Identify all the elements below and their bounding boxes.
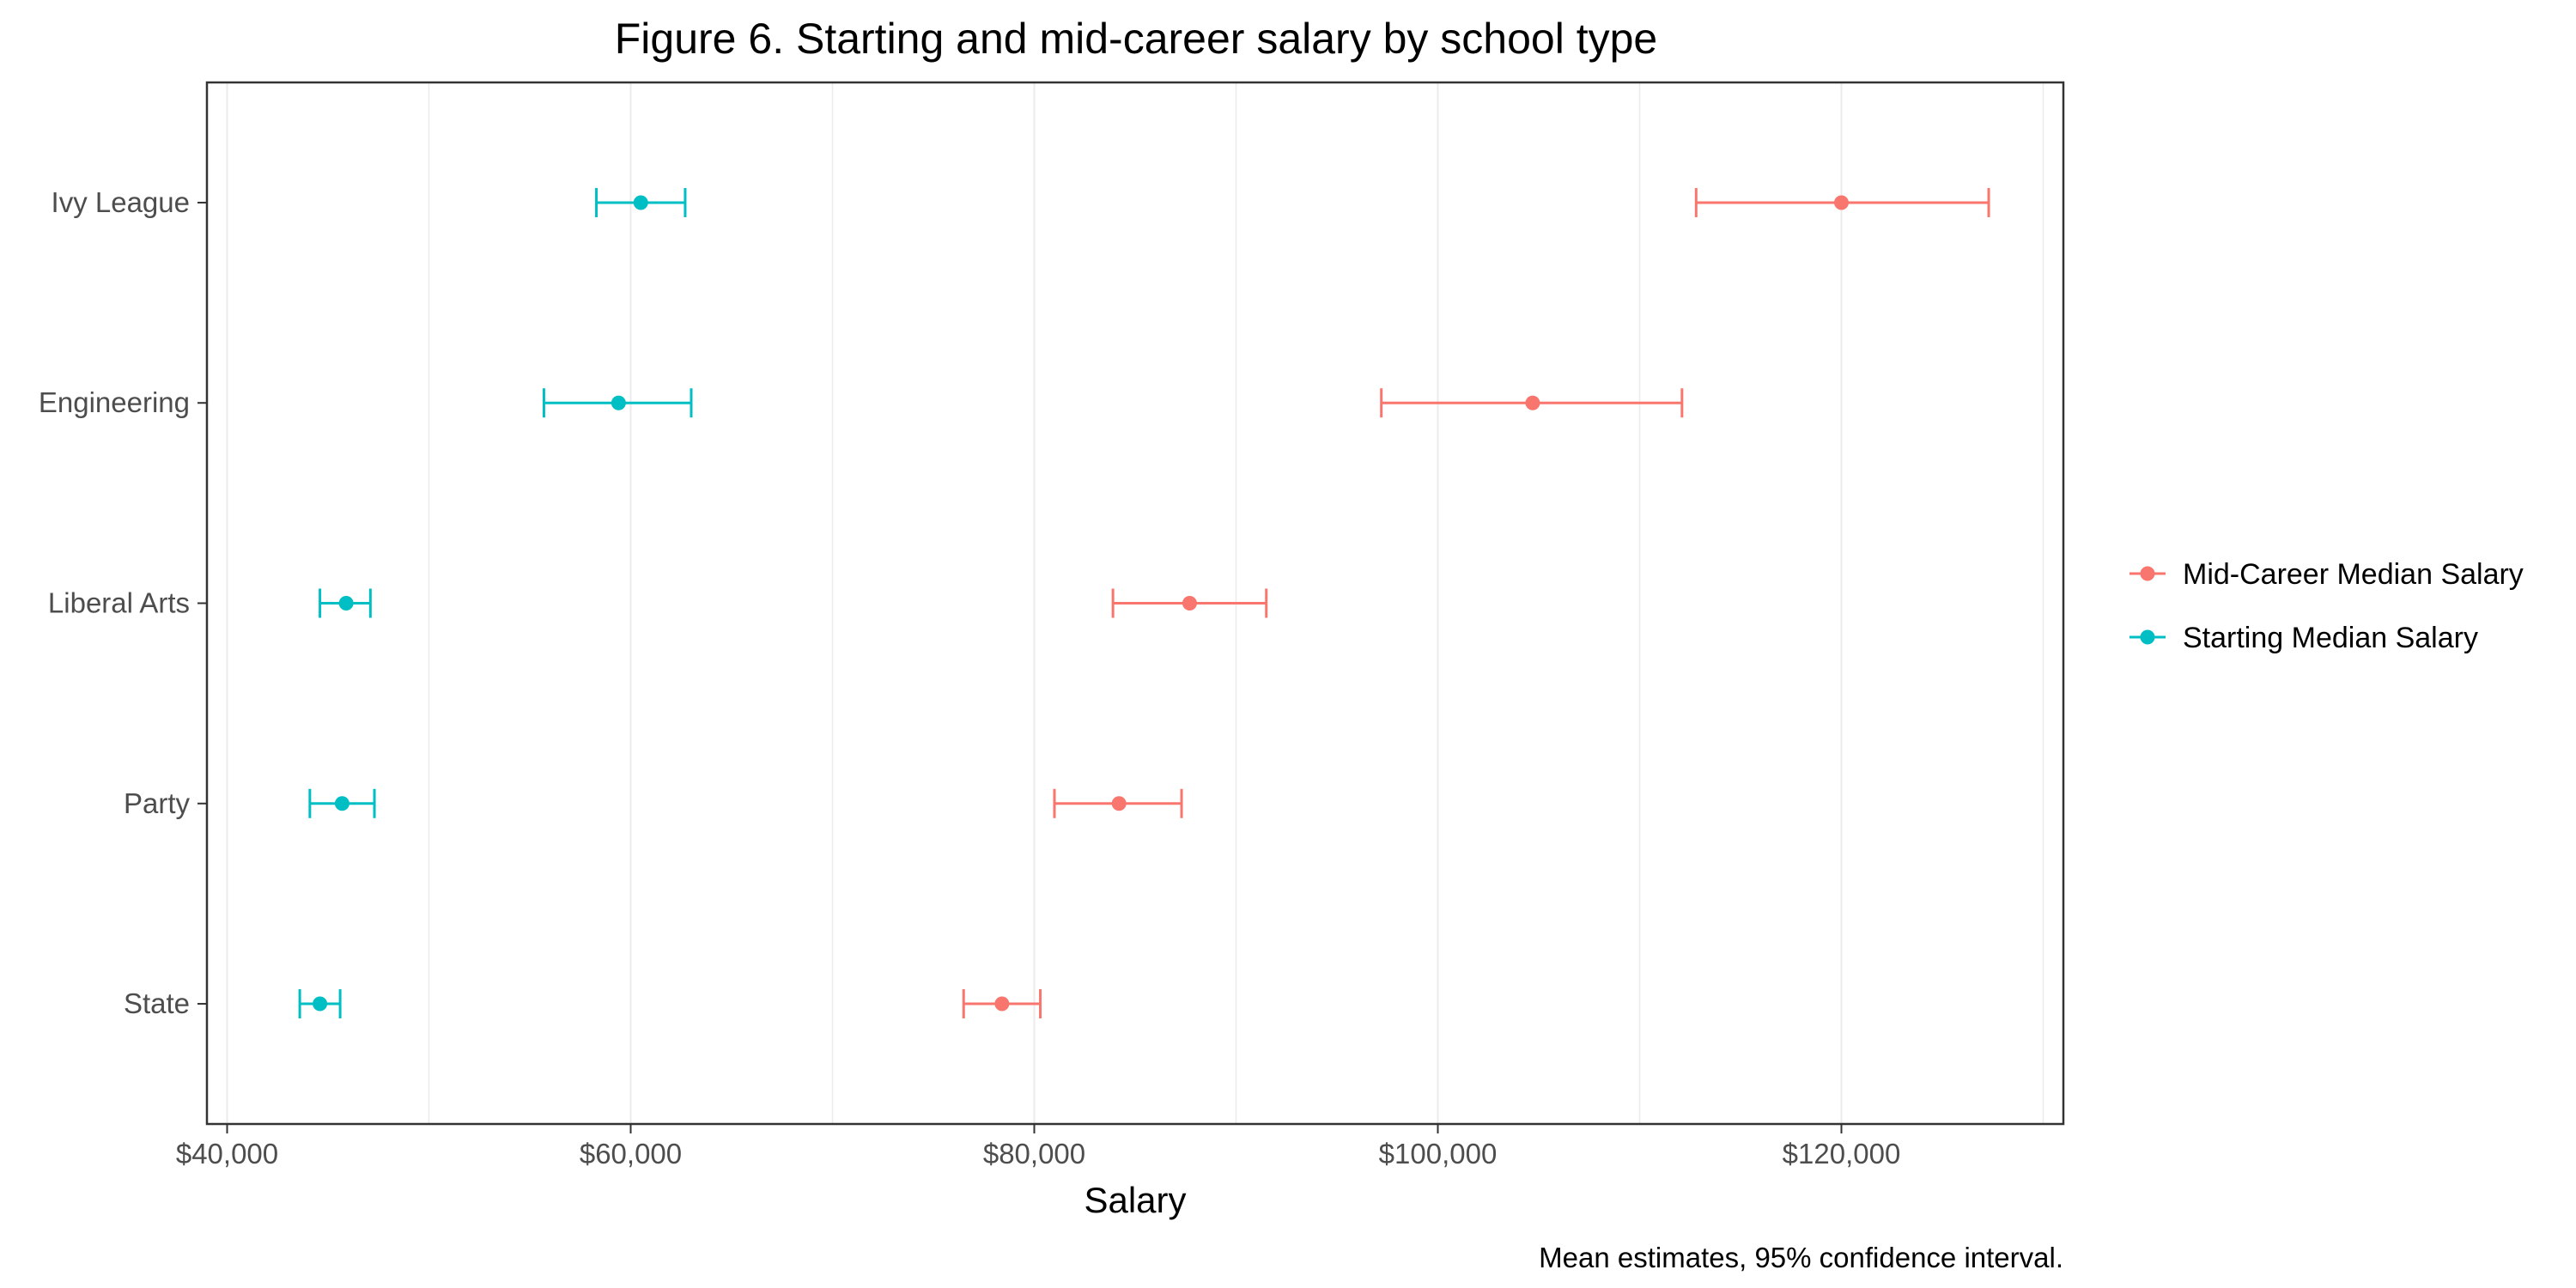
mean-point [1834, 195, 1849, 210]
y-tick-label: Party [124, 787, 191, 819]
x-tick-label: $80,000 [983, 1138, 1085, 1170]
x-tick-label: $120,000 [1783, 1138, 1901, 1170]
mean-point [1111, 796, 1127, 811]
x-tick-label: $100,000 [1379, 1138, 1498, 1170]
mean-point [994, 996, 1010, 1012]
mean-point [611, 395, 626, 410]
axis-layer: $40,000 $60,000 $80,000 $100,000 $120,000 Ivy… [39, 186, 1900, 1170]
y-tick-label: State [124, 987, 190, 1019]
mean-point [313, 996, 328, 1012]
y-tick-label: Liberal Arts [48, 587, 190, 619]
chart-title: Figure 6. Starting and mid-career salary… [615, 15, 1657, 63]
chart-caption: Mean estimates, 95% confidence interval. [1539, 1242, 2063, 1273]
y-tick-label: Ivy League [52, 186, 190, 218]
x-tick-label: $40,000 [176, 1138, 278, 1170]
x-tick-label: $60,000 [580, 1138, 682, 1170]
mean-point [633, 195, 648, 210]
grid-layer [226, 82, 2044, 1124]
y-tick-label: Engineering [39, 386, 190, 418]
mean-point [1525, 395, 1540, 410]
legend-label: Starting Median Salary [2183, 622, 2478, 654]
mean-point [1182, 596, 1197, 611]
legend-key-point [2140, 566, 2155, 581]
mean-point [334, 796, 349, 811]
series-layer [298, 187, 1990, 1019]
legend-key-point [2140, 629, 2155, 645]
mean-point [338, 596, 354, 611]
legend-label: Mid-Career Median Salary [2183, 558, 2524, 591]
x-axis-title: Salary [1084, 1180, 1186, 1220]
legend: Mid-Career Median Salary Starting Median … [2129, 558, 2524, 654]
